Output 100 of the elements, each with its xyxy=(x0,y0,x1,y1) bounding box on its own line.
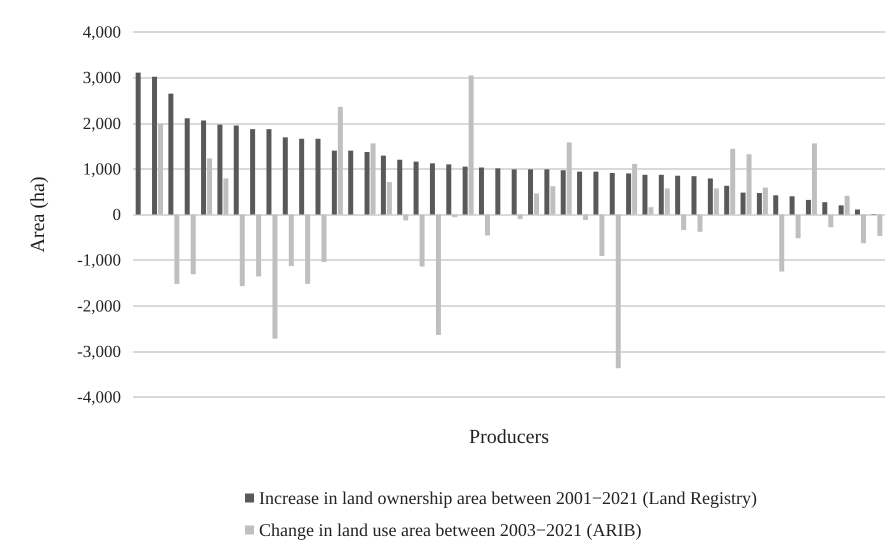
bar xyxy=(518,214,523,220)
y-tick-label: 4,000 xyxy=(82,22,121,42)
bar xyxy=(256,214,262,277)
bar xyxy=(446,164,452,214)
bar xyxy=(626,173,632,214)
bar xyxy=(812,143,817,214)
bar xyxy=(478,168,484,214)
bar xyxy=(838,205,844,214)
legend-label: Change in land use area between 2003−2021 (ARIB) xyxy=(259,520,642,540)
y-tick-label: -2,000 xyxy=(77,296,121,316)
y-tick-label: 2,000 xyxy=(82,114,121,133)
bar xyxy=(648,207,654,214)
bar xyxy=(452,214,458,218)
bar xyxy=(468,75,474,214)
bar xyxy=(740,192,746,214)
bar xyxy=(566,142,572,214)
bar xyxy=(860,214,866,244)
y-tick-label: 1,000 xyxy=(82,159,121,178)
bar xyxy=(484,214,490,236)
bar xyxy=(534,194,540,214)
bar xyxy=(560,170,566,214)
bar xyxy=(288,214,294,266)
bar xyxy=(642,174,648,214)
y-tick-label: 0 xyxy=(112,205,121,224)
bar xyxy=(724,186,730,214)
bar xyxy=(746,154,752,214)
bar xyxy=(364,152,370,214)
bar xyxy=(168,94,174,214)
bar xyxy=(773,195,778,214)
bar xyxy=(207,158,212,214)
bar xyxy=(610,172,615,214)
bar xyxy=(790,196,795,214)
y-tick-label: -4,000 xyxy=(77,388,121,406)
bar xyxy=(397,160,402,214)
bar xyxy=(698,214,702,232)
bar xyxy=(593,172,598,214)
bar xyxy=(348,150,354,214)
bar xyxy=(217,124,222,214)
bar xyxy=(152,76,158,214)
bar xyxy=(299,138,304,214)
bar xyxy=(544,169,550,214)
bar xyxy=(577,172,582,214)
bar xyxy=(616,214,621,368)
bar xyxy=(512,169,517,214)
y-tick-label: -1,000 xyxy=(77,250,121,270)
bar xyxy=(414,162,419,214)
bar xyxy=(386,182,392,214)
bar xyxy=(583,214,588,220)
bar xyxy=(316,138,320,214)
bar xyxy=(658,174,664,214)
bar xyxy=(462,166,468,214)
bar xyxy=(692,176,696,214)
bar xyxy=(714,188,719,214)
bar xyxy=(528,169,534,214)
bar xyxy=(436,214,441,335)
bar xyxy=(272,214,278,339)
bar xyxy=(844,196,850,214)
y-tick-label: -3,000 xyxy=(77,342,121,361)
bar xyxy=(420,214,425,267)
bar xyxy=(266,129,272,214)
bar xyxy=(708,178,713,214)
bar xyxy=(550,186,556,214)
bar xyxy=(675,176,680,214)
bar xyxy=(136,72,141,214)
bar xyxy=(201,120,206,214)
bar xyxy=(779,214,784,272)
bar xyxy=(430,163,435,214)
bar xyxy=(223,178,228,214)
bar xyxy=(234,126,239,214)
bar xyxy=(796,214,801,238)
bar xyxy=(250,129,256,214)
bar xyxy=(495,168,500,214)
y-tick-label: 3,000 xyxy=(82,68,121,88)
legend-label: Increase in land ownership area between 2001−2021 (Land Registry) xyxy=(259,488,757,508)
bar xyxy=(240,214,245,286)
bar xyxy=(174,214,180,284)
bar xyxy=(681,214,686,230)
bar xyxy=(190,214,196,274)
bar xyxy=(762,188,768,214)
bar xyxy=(632,164,638,214)
bar xyxy=(370,143,376,214)
bar xyxy=(828,214,834,228)
y-axis-title: Area (ha) xyxy=(27,176,49,253)
x-axis-title: Producers xyxy=(469,426,550,448)
bar xyxy=(822,202,828,214)
bar xyxy=(184,118,190,214)
bar xyxy=(338,106,343,214)
bar xyxy=(854,209,860,214)
bar xyxy=(403,214,408,220)
bar xyxy=(322,214,326,262)
bar xyxy=(599,214,604,256)
bar xyxy=(305,214,310,284)
bar xyxy=(664,188,670,214)
bar xyxy=(806,200,811,214)
bar xyxy=(730,148,736,214)
bar xyxy=(332,150,337,214)
bar xyxy=(877,214,882,236)
bar xyxy=(380,156,386,214)
bar xyxy=(158,124,164,214)
bar xyxy=(282,137,288,214)
